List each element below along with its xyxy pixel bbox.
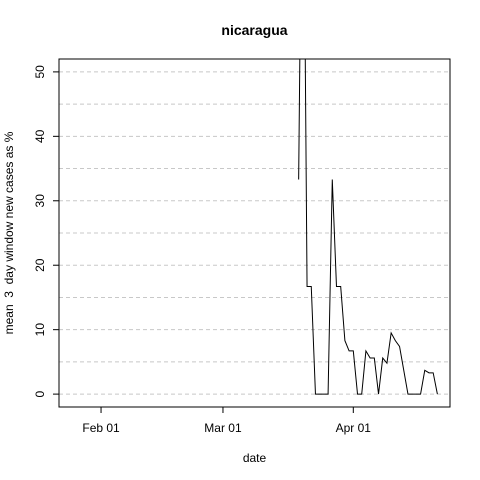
plot-frame [58, 58, 451, 408]
chart-title: nicaragua [221, 22, 287, 38]
x-axis-label: date [243, 451, 267, 465]
x-axis: Feb 01 Mar 01 Apr 01 [82, 407, 371, 435]
grid [59, 71, 450, 395]
x-tick-label: Apr 01 [336, 421, 372, 435]
y-tick-label: 10 [33, 323, 47, 337]
y-tick-label: 0 [33, 390, 47, 397]
y-axis-label: mean 3 day window new cases as % [2, 131, 16, 334]
y-tick-label: 40 [33, 129, 47, 143]
series-layer [298, 59, 438, 395]
x-tick-label: Feb 01 [82, 421, 120, 435]
x-tick-label: Mar 01 [204, 421, 242, 435]
y-axis: 0 10 20 30 40 50 [33, 65, 59, 397]
series-line [298, 59, 438, 395]
y-tick-label: 30 [33, 194, 47, 208]
y-tick-label: 20 [33, 258, 47, 272]
y-tick-label: 50 [33, 65, 47, 79]
